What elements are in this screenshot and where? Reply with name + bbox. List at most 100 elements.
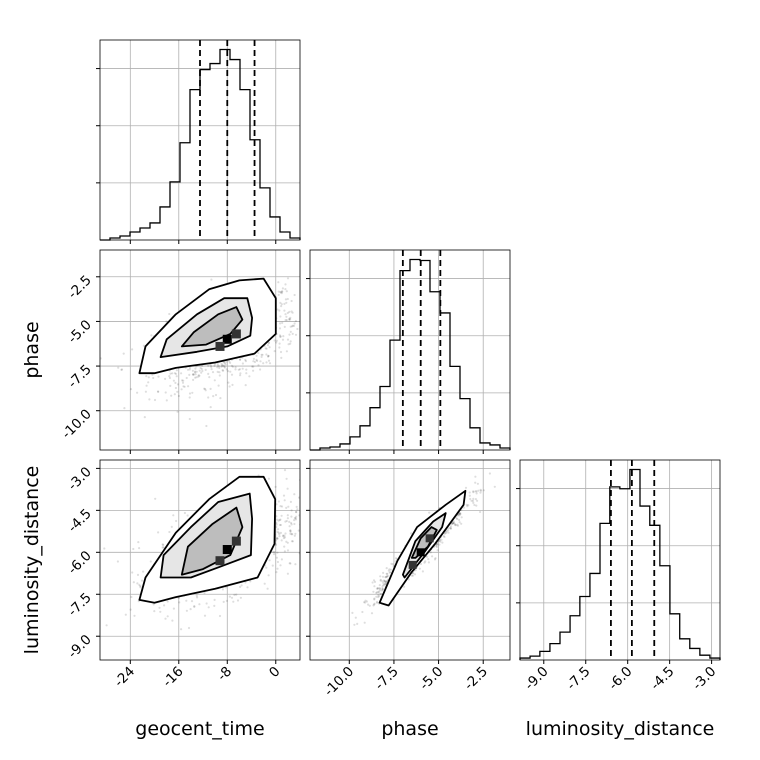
sample-point bbox=[177, 394, 180, 398]
sample-point bbox=[276, 567, 279, 570]
sample-point bbox=[210, 278, 213, 281]
sample-point bbox=[255, 358, 258, 361]
sample-point bbox=[277, 531, 280, 534]
sample-point bbox=[472, 491, 475, 494]
sample-point bbox=[479, 510, 482, 514]
sample-point bbox=[174, 386, 177, 390]
sample-point bbox=[185, 599, 188, 602]
sample-point bbox=[157, 531, 160, 534]
sample-point bbox=[278, 533, 281, 536]
sample-point bbox=[297, 529, 300, 532]
panel-content bbox=[103, 469, 304, 631]
sample-point bbox=[302, 535, 304, 537]
sample-point bbox=[279, 301, 282, 304]
sample-point bbox=[173, 393, 176, 396]
sample-point bbox=[165, 399, 168, 402]
sample-point bbox=[389, 568, 392, 571]
sample-point bbox=[383, 580, 386, 583]
sample-point bbox=[429, 551, 432, 554]
sample-point bbox=[283, 536, 287, 539]
sample-point bbox=[456, 523, 459, 526]
sample-point bbox=[168, 375, 171, 378]
sample-point bbox=[293, 522, 296, 526]
sample-point bbox=[272, 550, 275, 554]
sample-point bbox=[431, 555, 434, 558]
sample-point bbox=[474, 475, 477, 478]
sample-point bbox=[183, 511, 186, 515]
sample-point bbox=[225, 599, 228, 603]
sample-point bbox=[275, 523, 278, 526]
sample-point bbox=[195, 594, 198, 597]
sample-point bbox=[435, 545, 438, 548]
sample-point bbox=[265, 353, 268, 356]
sample-point bbox=[390, 562, 393, 565]
sample-point bbox=[239, 372, 242, 375]
sample-point bbox=[145, 375, 148, 378]
sample-point bbox=[278, 327, 282, 330]
density-panel-geocent_time-phase bbox=[99, 249, 307, 451]
sample-point bbox=[356, 622, 359, 626]
sample-point bbox=[117, 366, 120, 369]
sample-point bbox=[147, 381, 150, 384]
sample-point bbox=[233, 593, 236, 597]
sample-point bbox=[143, 416, 146, 419]
sample-point bbox=[132, 581, 135, 584]
sample-point bbox=[262, 362, 265, 365]
sample-point bbox=[174, 372, 178, 375]
sample-point bbox=[482, 489, 485, 492]
sample-point bbox=[373, 597, 376, 600]
sample-point bbox=[283, 499, 286, 502]
sample-point bbox=[286, 549, 290, 552]
sample-point bbox=[367, 603, 370, 606]
sample-point bbox=[123, 407, 126, 410]
sample-point bbox=[456, 524, 459, 527]
sample-point bbox=[170, 394, 173, 397]
sample-point bbox=[267, 354, 270, 357]
x-tick-label: -7.5 bbox=[372, 664, 402, 694]
sample-point bbox=[245, 372, 248, 375]
sample-point bbox=[476, 499, 479, 502]
sample-point bbox=[188, 396, 191, 399]
sample-point bbox=[284, 288, 287, 291]
x-tick-label: -16 bbox=[160, 664, 187, 691]
sample-point bbox=[129, 608, 132, 611]
sample-point bbox=[180, 372, 183, 375]
sample-point bbox=[213, 598, 216, 602]
sample-point bbox=[438, 543, 441, 546]
sample-point bbox=[383, 583, 386, 586]
sample-point bbox=[283, 534, 286, 537]
sample-point bbox=[377, 591, 380, 594]
x-tick-label: -2.5 bbox=[461, 664, 491, 694]
sample-point bbox=[472, 501, 475, 504]
sample-point bbox=[265, 566, 268, 569]
sample-point bbox=[252, 365, 255, 368]
sample-point bbox=[191, 369, 194, 372]
sample-point bbox=[305, 296, 307, 298]
sample-point bbox=[283, 545, 286, 548]
sample-point bbox=[207, 372, 210, 375]
sample-point bbox=[229, 370, 232, 373]
sample-point bbox=[203, 387, 206, 390]
sample-point bbox=[175, 375, 178, 378]
sample-point bbox=[447, 531, 450, 534]
sample-point bbox=[196, 596, 199, 599]
sample-point bbox=[280, 514, 283, 517]
sample-point bbox=[218, 374, 221, 377]
sample-point bbox=[275, 556, 278, 559]
sample-point bbox=[290, 523, 293, 526]
sample-point bbox=[293, 293, 296, 297]
sample-point bbox=[435, 543, 438, 546]
x-tick-label: 0 bbox=[266, 664, 283, 681]
sample-point bbox=[100, 357, 102, 360]
sample-point bbox=[479, 488, 482, 491]
sample-point bbox=[209, 387, 212, 390]
sample-point bbox=[277, 519, 280, 522]
sample-point bbox=[447, 527, 450, 530]
sample-point bbox=[289, 529, 292, 532]
sample-point bbox=[291, 332, 294, 335]
sample-point bbox=[195, 370, 198, 373]
sample-point bbox=[265, 361, 268, 364]
sample-point bbox=[375, 587, 379, 590]
sample-point bbox=[375, 600, 379, 603]
sample-point bbox=[445, 531, 448, 535]
